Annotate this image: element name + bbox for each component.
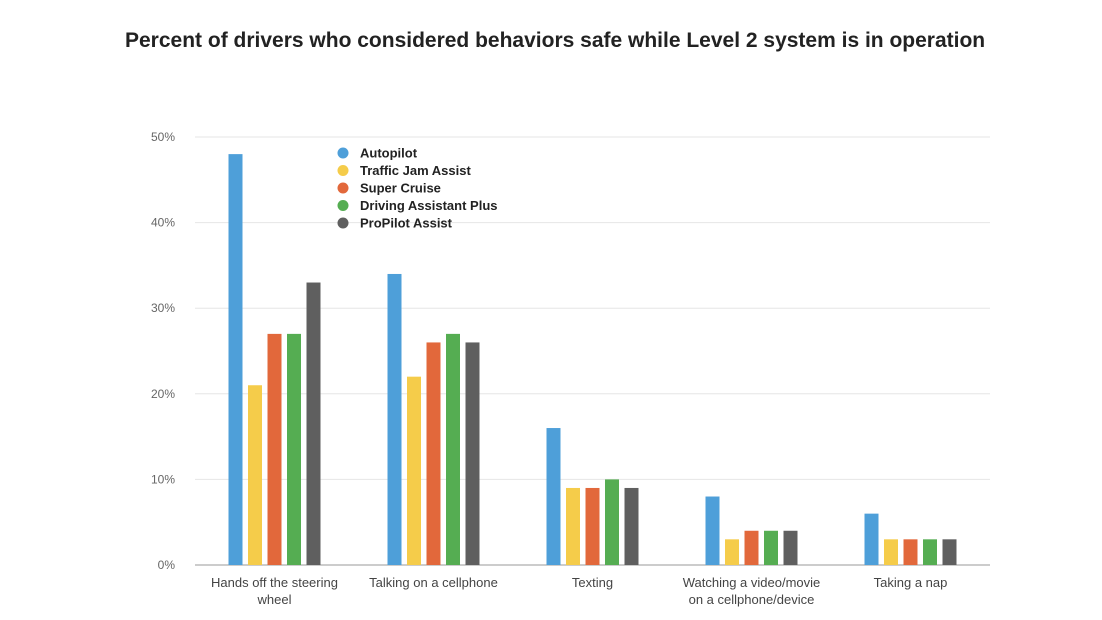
- legend-label: ProPilot Assist: [360, 216, 453, 231]
- bar: [306, 282, 321, 565]
- bar: [446, 333, 460, 565]
- bar: [764, 530, 778, 565]
- bar: [705, 496, 720, 565]
- x-tick-label: Hands off the steering: [211, 575, 338, 590]
- legend-marker: [337, 182, 349, 194]
- legend-label: Traffic Jam Assist: [360, 163, 471, 178]
- y-tick-label: 30%: [151, 301, 175, 315]
- bar: [546, 428, 561, 565]
- legend-marker: [337, 217, 349, 229]
- bar: [267, 333, 282, 565]
- legend-marker: [337, 165, 349, 176]
- legend-marker: [337, 147, 349, 159]
- bar: [624, 487, 639, 565]
- bar: [585, 487, 600, 565]
- bar: [903, 539, 918, 565]
- legend-marker: [337, 200, 349, 211]
- y-tick-label: 0%: [158, 558, 176, 572]
- x-tick-label: Watching a video/movie: [683, 575, 821, 590]
- bar: [407, 376, 421, 565]
- x-tick-label: Taking a nap: [874, 575, 948, 590]
- bar: [942, 539, 957, 565]
- bar: [287, 333, 301, 565]
- bar: [228, 154, 243, 565]
- bar: [725, 539, 739, 565]
- bar: [605, 479, 619, 565]
- legend-label: Super Cruise: [360, 181, 441, 196]
- bar: [783, 530, 798, 565]
- y-tick-label: 10%: [151, 472, 175, 486]
- bar: [864, 513, 879, 565]
- bar: [923, 539, 937, 565]
- bar: [387, 273, 402, 565]
- x-tick-label: on a cellphone/device: [689, 592, 815, 607]
- bar: [566, 487, 580, 565]
- legend-label: Driving Assistant Plus: [360, 198, 498, 213]
- x-tick-label: wheel: [257, 592, 292, 607]
- y-tick-label: 40%: [151, 216, 175, 230]
- y-tick-label: 50%: [151, 130, 175, 144]
- chart-title: Percent of drivers who considered behavi…: [125, 29, 986, 52]
- x-tick-label: Texting: [572, 575, 613, 590]
- bar: [884, 539, 898, 565]
- bar: [248, 385, 262, 565]
- y-tick-label: 20%: [151, 387, 175, 401]
- legend-label: Autopilot: [360, 146, 418, 161]
- bar: [744, 530, 759, 565]
- bar: [465, 342, 480, 565]
- x-tick-label: Talking on a cellphone: [369, 575, 498, 590]
- bar: [426, 342, 441, 565]
